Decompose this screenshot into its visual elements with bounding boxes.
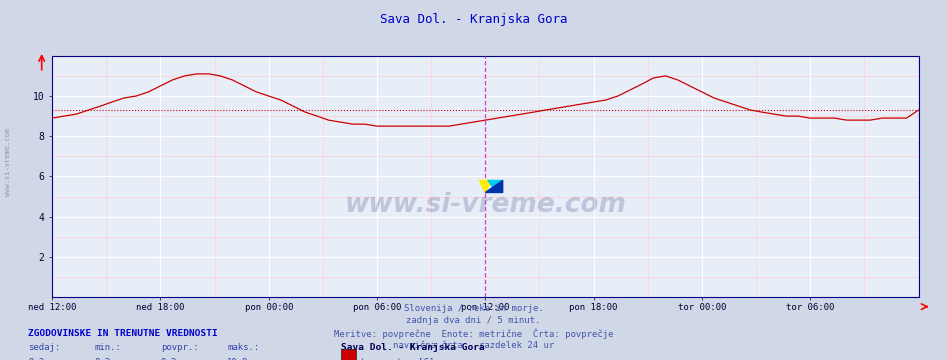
- Text: 8,3: 8,3: [95, 358, 111, 360]
- Text: 9,3: 9,3: [161, 358, 177, 360]
- Text: povpr.:: povpr.:: [161, 343, 199, 352]
- Text: Slovenija / reke in morje.: Slovenija / reke in morje.: [403, 304, 544, 313]
- Text: temperatura[C]: temperatura[C]: [360, 358, 435, 360]
- Text: Sava Dol. - Kranjska Gora: Sava Dol. - Kranjska Gora: [380, 13, 567, 26]
- Text: Sava Dol. - Kranjska Gora: Sava Dol. - Kranjska Gora: [341, 343, 485, 352]
- Text: sedaj:: sedaj:: [28, 343, 61, 352]
- Text: www.si-vreme.com: www.si-vreme.com: [5, 128, 10, 196]
- Text: 9,3: 9,3: [28, 358, 45, 360]
- Polygon shape: [479, 180, 491, 193]
- Text: 10,9: 10,9: [227, 358, 249, 360]
- Text: maks.:: maks.:: [227, 343, 259, 352]
- Text: ZGODOVINSKE IN TRENUTNE VREDNOSTI: ZGODOVINSKE IN TRENUTNE VREDNOSTI: [28, 329, 218, 338]
- Polygon shape: [488, 180, 503, 193]
- Polygon shape: [486, 180, 503, 193]
- Text: www.si-vreme.com: www.si-vreme.com: [345, 192, 626, 219]
- Text: navpična črta - razdelek 24 ur: navpična črta - razdelek 24 ur: [393, 341, 554, 350]
- Text: Meritve: povprečne  Enote: metrične  Črta: povprečje: Meritve: povprečne Enote: metrične Črta:…: [333, 329, 614, 339]
- Text: min.:: min.:: [95, 343, 121, 352]
- Text: zadnja dva dni / 5 minut.: zadnja dva dni / 5 minut.: [406, 316, 541, 325]
